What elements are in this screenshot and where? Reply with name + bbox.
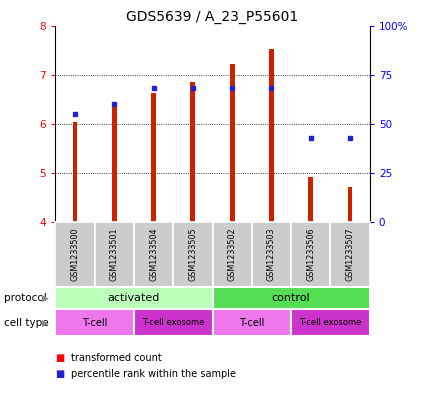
Bar	[55, 309, 134, 336]
Bar	[112, 107, 116, 222]
Text: T-cell exosome: T-cell exosome	[142, 318, 204, 327]
Text: GSM1233506: GSM1233506	[306, 228, 315, 281]
Bar	[212, 222, 252, 287]
Text: ■: ■	[55, 353, 65, 364]
Bar	[252, 222, 291, 287]
Bar	[212, 287, 370, 309]
Bar	[309, 177, 313, 222]
Bar	[151, 93, 156, 222]
Text: T-cell: T-cell	[82, 318, 107, 328]
Text: transformed count: transformed count	[71, 353, 162, 364]
Text: GSM1233503: GSM1233503	[267, 228, 276, 281]
Bar	[190, 82, 195, 222]
Text: percentile rank within the sample: percentile rank within the sample	[71, 369, 236, 379]
Bar	[230, 64, 235, 222]
Text: activated: activated	[108, 293, 160, 303]
Text: control: control	[272, 293, 310, 303]
Text: GSM1233501: GSM1233501	[110, 228, 119, 281]
Text: GSM1233502: GSM1233502	[228, 228, 237, 281]
Text: protocol: protocol	[4, 293, 47, 303]
Text: GSM1233507: GSM1233507	[346, 228, 354, 281]
Bar	[134, 222, 173, 287]
Text: GSM1233500: GSM1233500	[71, 228, 79, 281]
Text: T-cell: T-cell	[239, 318, 264, 328]
Bar	[348, 187, 352, 222]
Bar	[134, 309, 212, 336]
Bar	[173, 222, 212, 287]
Text: ▶: ▶	[42, 294, 49, 302]
Bar	[55, 222, 94, 287]
Bar	[291, 222, 331, 287]
Text: ■: ■	[55, 369, 65, 379]
Bar	[269, 49, 274, 222]
Bar	[291, 309, 370, 336]
Bar	[94, 222, 134, 287]
Text: T-cell exosome: T-cell exosome	[299, 318, 362, 327]
Bar	[73, 122, 77, 222]
Bar	[331, 222, 370, 287]
Text: GSM1233505: GSM1233505	[188, 228, 197, 281]
Text: GDS5639 / A_23_P55601: GDS5639 / A_23_P55601	[126, 10, 299, 24]
Bar	[212, 309, 291, 336]
Bar	[55, 287, 212, 309]
Text: GSM1233504: GSM1233504	[149, 228, 158, 281]
Text: ▶: ▶	[42, 319, 49, 327]
Text: cell type: cell type	[4, 318, 49, 328]
